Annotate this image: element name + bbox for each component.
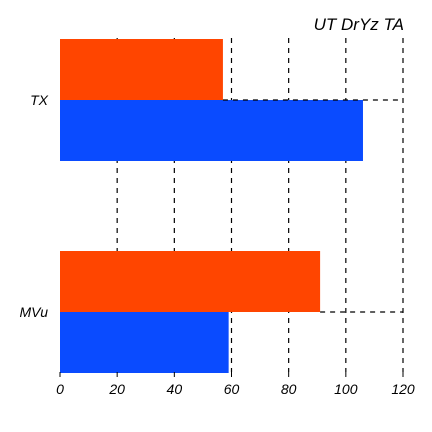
x-tick-label-100: 100 [334,381,358,397]
x-tick-label-60: 60 [224,381,240,397]
y-category-label-tx: TX [30,92,49,108]
x-tick-label-0: 0 [56,381,64,397]
y-category-label-mvu: MVu [19,304,48,320]
bars [60,39,363,373]
grid-overlay [222,99,403,313]
x-axis-ticks: 0 20 40 60 80 100 120 [56,372,415,397]
x-tick-label-80: 80 [281,381,297,397]
x-tick-label-20: 20 [108,381,125,397]
bar-tx-series-1 [60,39,223,100]
x-tick-label-120: 120 [391,381,415,397]
chart-title: UT DrYz TA [314,15,404,34]
bar-mvu-series-2 [60,312,229,373]
x-tick-label-40: 40 [167,381,183,397]
bar-mvu-series-1 [60,251,321,312]
bar-tx-series-2 [60,100,363,161]
y-axis-category-labels: TX MVu [19,92,48,320]
